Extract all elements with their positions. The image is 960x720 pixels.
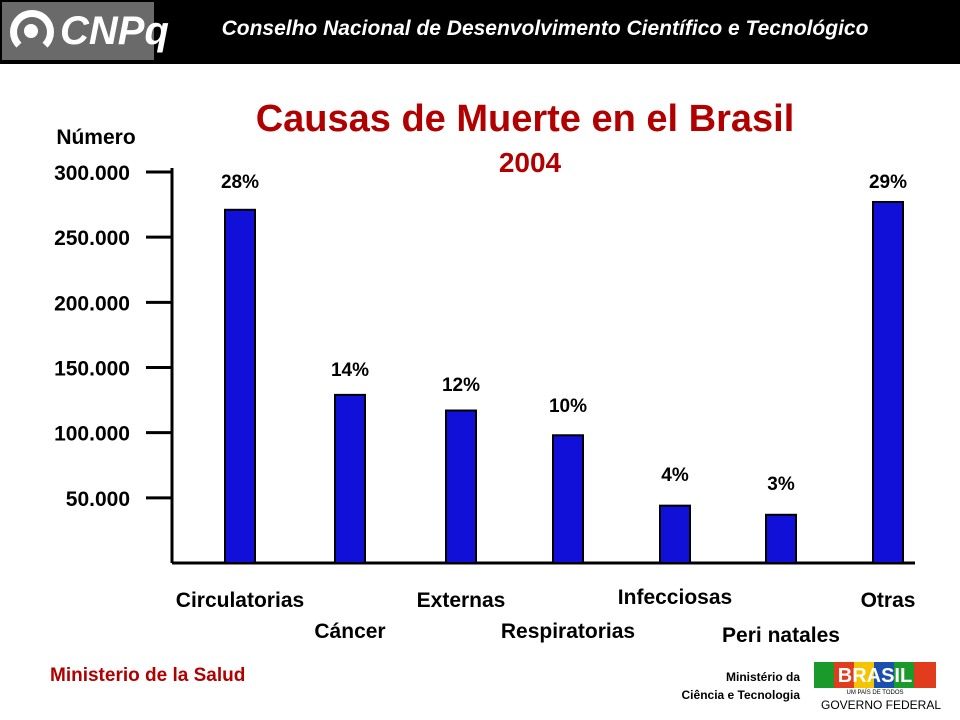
brasil-logo-text: BRASIL <box>838 665 912 687</box>
cnpq-logo: CNPq <box>2 2 169 60</box>
bar-percent-label: 10% <box>549 396 587 417</box>
category-label: Infecciosas <box>618 586 732 609</box>
y-tick-label: 300.000 <box>54 162 130 185</box>
footer-government: GOVERNO FEDERAL <box>820 698 942 712</box>
y-tick-label: 200.000 <box>54 292 130 315</box>
brasil-logo: BRASIL UM PAÍS DE TODOS <box>812 660 938 696</box>
ministry-line-2: Ciência e Tecnologia <box>681 688 800 702</box>
bar-percent-label: 29% <box>869 172 907 193</box>
bar-externas <box>445 409 477 565</box>
bar-percent-label: 14% <box>331 360 369 381</box>
chart-title: Causas de Muerte en el Brasil <box>255 98 795 140</box>
footer-ministry-science: Ministério da Ciência e Tecnologia <box>610 668 800 704</box>
bar-cancer <box>334 393 366 564</box>
category-label: Respiratorias <box>501 620 635 643</box>
header-title: Conselho Nacional de Desenvolvimento Cie… <box>221 17 869 40</box>
brasil-slogan: UM PAÍS DE TODOS <box>846 689 903 696</box>
category-label: Otras <box>861 589 916 612</box>
category-label: Cáncer <box>314 620 385 643</box>
chart-subtitle: 2004 <box>498 147 562 178</box>
y-tick-label: 50.000 <box>66 488 130 511</box>
cnpq-dot-icon <box>24 24 38 38</box>
bar-respiratorias <box>552 434 584 565</box>
bar-otras <box>872 200 904 565</box>
category-label: Peri natales <box>722 624 840 647</box>
bar-percent-label: 28% <box>221 172 259 193</box>
ministry-line-1: Ministério da <box>725 670 800 684</box>
bar-percent-label: 4% <box>661 465 689 486</box>
bar-chart: Número 50.000 100.000 150.000 200.000 250.000… <box>54 126 916 647</box>
y-tick-label: 100.000 <box>54 423 130 446</box>
cnpq-logo-text: CNPq <box>60 9 169 53</box>
footer-ministry-health: Ministerio de la Salud <box>50 665 246 686</box>
bar-circulatorias <box>224 208 256 564</box>
category-label: Externas <box>417 589 506 612</box>
header-bar: CNPq Conselho Nacional de Desenvolviment… <box>0 0 960 64</box>
y-tick-label: 150.000 <box>54 358 130 381</box>
y-tick-label: 250.000 <box>54 227 130 250</box>
category-label: Circulatorias <box>176 589 304 612</box>
bar-percent-label: 3% <box>767 474 795 495</box>
bar-percent-label: 12% <box>442 375 480 396</box>
bar-infecciosas <box>659 504 691 564</box>
y-axis-label: Número <box>56 126 135 149</box>
bar-peri-natales <box>765 513 797 565</box>
cnpq-ring-icon <box>10 10 54 54</box>
